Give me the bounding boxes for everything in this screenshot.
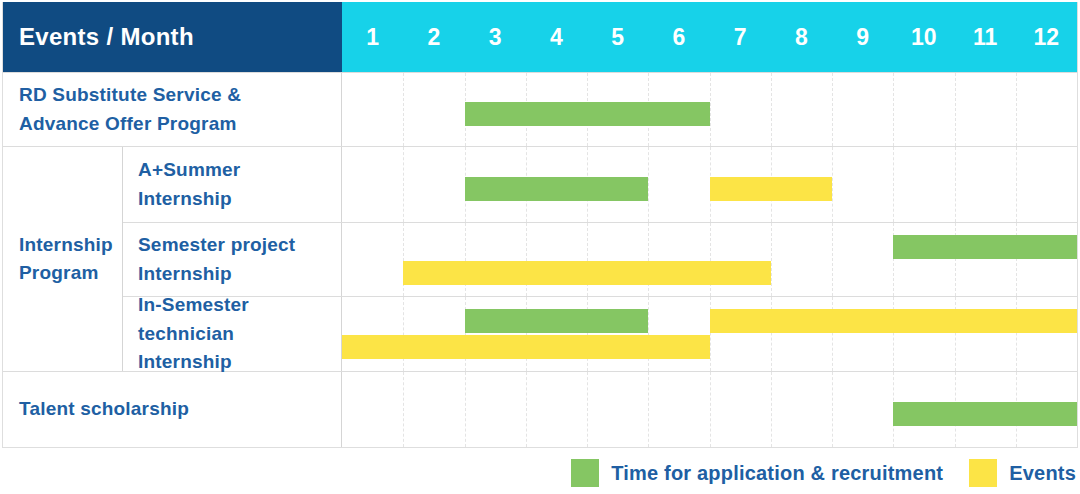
legend-item-events: Events bbox=[969, 459, 1076, 487]
month-gridline bbox=[955, 73, 956, 146]
gantt-row-chart bbox=[342, 73, 1077, 146]
row-label: Semester project Internship bbox=[123, 223, 342, 296]
gantt-bar-application bbox=[893, 235, 1077, 259]
month-gridline bbox=[771, 297, 772, 371]
month-gridline bbox=[832, 147, 833, 222]
month-gridline bbox=[648, 223, 649, 296]
month-gridline bbox=[1016, 297, 1017, 371]
month-header-5: 5 bbox=[587, 2, 648, 72]
legend-label-application: Time for application & recruitment bbox=[611, 462, 943, 485]
month-gridline bbox=[893, 223, 894, 296]
group-label: Internship Program bbox=[3, 147, 123, 371]
gantt-body: RD Substitute Service & Advance Offer Pr… bbox=[3, 72, 1077, 447]
month-gridline bbox=[832, 372, 833, 447]
legend-label-events: Events bbox=[1009, 462, 1076, 485]
month-header-7: 7 bbox=[710, 2, 771, 72]
month-header-2: 2 bbox=[403, 2, 464, 72]
application-color-swatch bbox=[571, 459, 599, 487]
row-label: RD Substitute Service & Advance Offer Pr… bbox=[3, 73, 342, 146]
month-gridline bbox=[710, 297, 711, 371]
gantt-row-chart bbox=[342, 147, 1077, 222]
month-gridline bbox=[526, 372, 527, 447]
month-header-9: 9 bbox=[832, 2, 893, 72]
month-gridline bbox=[403, 297, 404, 371]
month-header-10: 10 bbox=[893, 2, 954, 72]
gantt-bar-event bbox=[710, 309, 1078, 333]
month-header-3: 3 bbox=[465, 2, 526, 72]
month-gridline bbox=[710, 73, 711, 146]
gantt-row: Semester project Internship bbox=[123, 222, 1077, 296]
gantt-row: In-Semester technician Internship bbox=[123, 296, 1077, 371]
gantt-bar-application bbox=[893, 402, 1077, 426]
legend-item-application: Time for application & recruitment bbox=[571, 459, 943, 487]
month-gridline bbox=[710, 223, 711, 296]
month-header-strip: 123456789101112 bbox=[342, 2, 1077, 72]
month-gridline bbox=[403, 73, 404, 146]
month-gridline bbox=[832, 297, 833, 371]
month-gridline bbox=[587, 297, 588, 371]
month-gridline bbox=[403, 372, 404, 447]
month-gridline bbox=[403, 147, 404, 222]
month-gridline bbox=[1016, 147, 1017, 222]
row-label: A+Summer Internship bbox=[123, 147, 342, 222]
gantt-bar-event bbox=[710, 177, 833, 201]
gantt-row-chart bbox=[342, 223, 1077, 296]
month-gridline bbox=[465, 223, 466, 296]
month-gridline bbox=[893, 297, 894, 371]
month-header-6: 6 bbox=[648, 2, 709, 72]
table-header-row: Events / Month 123456789101112 bbox=[3, 2, 1077, 72]
month-gridline bbox=[771, 223, 772, 296]
month-gridline bbox=[526, 223, 527, 296]
month-header-12: 12 bbox=[1016, 2, 1077, 72]
gantt-schedule-page: Events / Month 123456789101112 RD Substi… bbox=[0, 0, 1080, 494]
month-header-11: 11 bbox=[955, 2, 1016, 72]
month-gridline bbox=[955, 147, 956, 222]
row-label: Talent scholarship bbox=[3, 372, 342, 447]
month-gridline bbox=[465, 297, 466, 371]
legend: Time for application & recruitment Event… bbox=[571, 457, 1076, 489]
month-gridline bbox=[587, 372, 588, 447]
events-month-header: Events / Month bbox=[3, 2, 342, 72]
gantt-bar-application bbox=[465, 177, 649, 201]
group-rows: A+Summer InternshipSemester project Inte… bbox=[123, 147, 1077, 371]
month-gridline bbox=[771, 372, 772, 447]
month-gridline bbox=[1016, 73, 1017, 146]
month-gridline bbox=[403, 223, 404, 296]
gantt-bar-application bbox=[465, 309, 649, 333]
month-gridline bbox=[465, 372, 466, 447]
month-gridline bbox=[955, 297, 956, 371]
month-header-4: 4 bbox=[526, 2, 587, 72]
month-gridline bbox=[710, 372, 711, 447]
gantt-row: Talent scholarship bbox=[3, 371, 1077, 447]
month-gridline bbox=[526, 297, 527, 371]
month-gridline bbox=[587, 223, 588, 296]
month-gridline bbox=[832, 73, 833, 146]
gantt-row-chart bbox=[342, 297, 1077, 371]
month-gridline bbox=[648, 372, 649, 447]
month-gridline bbox=[893, 73, 894, 146]
gantt-bar-event bbox=[403, 261, 771, 285]
month-gridline bbox=[955, 223, 956, 296]
gantt-row: RD Substitute Service & Advance Offer Pr… bbox=[3, 72, 1077, 146]
month-gridline bbox=[648, 297, 649, 371]
month-gridline bbox=[832, 223, 833, 296]
row-label: In-Semester technician Internship bbox=[123, 297, 342, 371]
month-header-1: 1 bbox=[342, 2, 403, 72]
gantt-group-internship-program: Internship ProgramA+Summer InternshipSem… bbox=[3, 146, 1077, 371]
gantt-row: A+Summer Internship bbox=[123, 147, 1077, 222]
gantt-row-chart bbox=[342, 372, 1077, 447]
gantt-table: Events / Month 123456789101112 RD Substi… bbox=[2, 2, 1078, 448]
gantt-bar-application bbox=[465, 102, 710, 126]
month-gridline bbox=[648, 147, 649, 222]
month-gridline bbox=[771, 73, 772, 146]
month-header-8: 8 bbox=[771, 2, 832, 72]
events-color-swatch bbox=[969, 459, 997, 487]
gantt-bar-event bbox=[342, 335, 710, 359]
month-gridline bbox=[893, 147, 894, 222]
month-gridline bbox=[1016, 223, 1017, 296]
